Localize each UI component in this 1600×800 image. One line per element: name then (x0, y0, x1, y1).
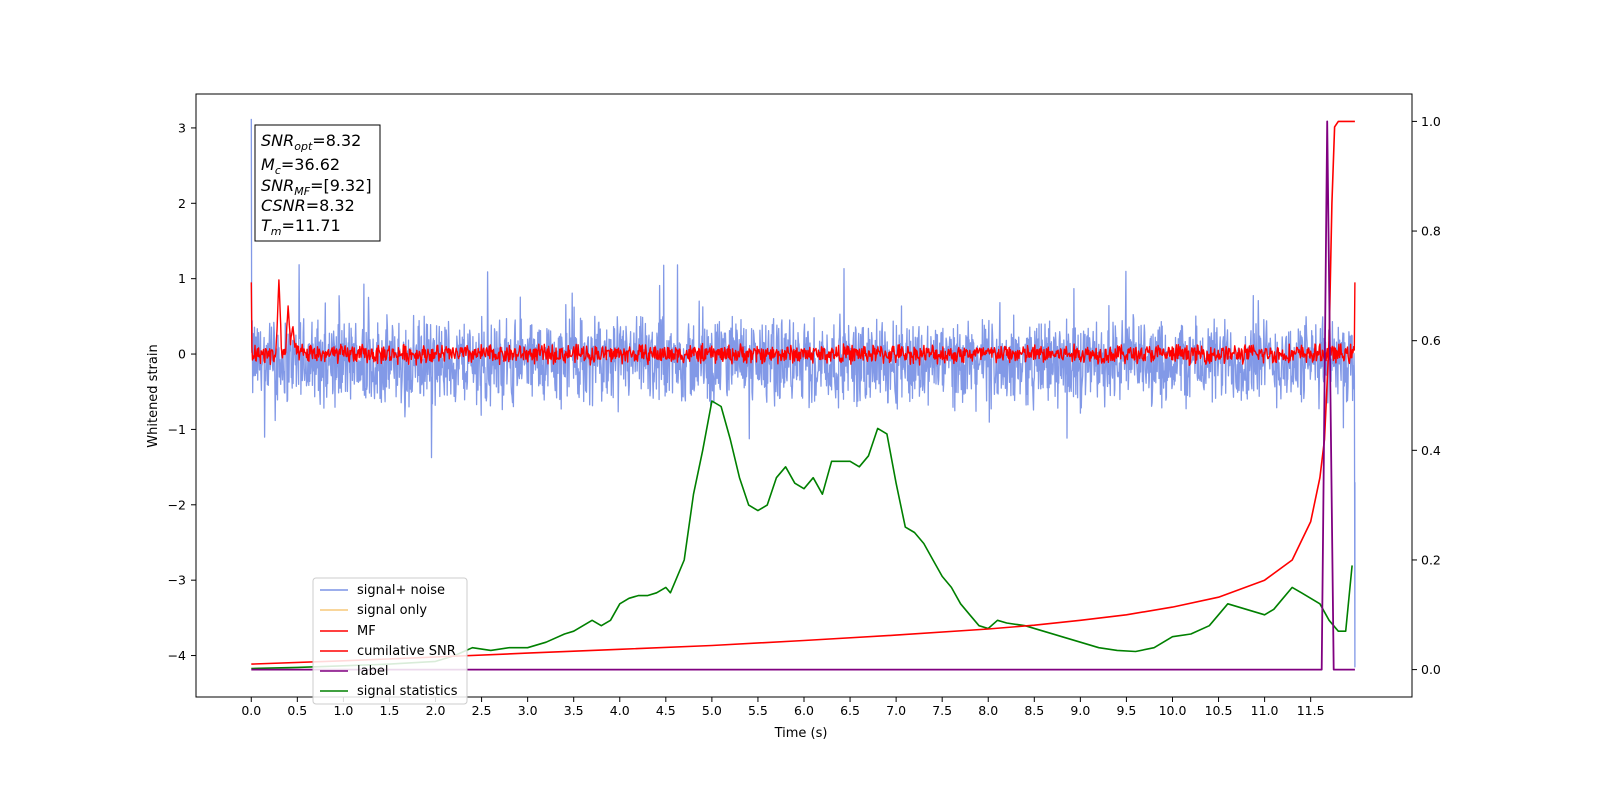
y-tick-label: −1 (168, 422, 186, 437)
series-line (250, 279, 1356, 366)
y-tick-label: 1 (178, 271, 186, 286)
legend-label: signal+ noise (357, 583, 445, 598)
x-tick-label: 7.5 (932, 703, 952, 718)
legend-label: signal statistics (357, 684, 458, 699)
x-tick-label: 2.0 (426, 703, 446, 718)
series-line (251, 120, 1355, 671)
y2-tick-label: 0.2 (1421, 552, 1441, 567)
legend-entry: label (320, 664, 388, 679)
y2-tick-label: 0.8 (1421, 224, 1441, 239)
x-tick-label: 3.0 (518, 703, 538, 718)
x-tick-label: 10.0 (1159, 703, 1187, 718)
annotation-line: SNRopt=8.32 (261, 131, 361, 153)
y-axis-left: 3 2 1 0 −1 −2 −3 −4 (168, 120, 196, 663)
x-tick-label: 6.0 (794, 703, 814, 718)
y-tick-label: −3 (168, 573, 186, 588)
legend-entry: MF (320, 624, 376, 639)
legend: signal+ noise signal only MF cumilative … (312, 577, 468, 705)
x-tick-label: 10.5 (1205, 703, 1233, 718)
y-axis-label: Whitened strain (146, 344, 161, 447)
y2-tick-label: 0.0 (1421, 662, 1441, 677)
annotation-line: CSNR=8.32 (261, 196, 355, 215)
x-tick-label: 4.5 (656, 703, 676, 718)
x-tick-label: 6.5 (840, 703, 860, 718)
annotation-line: Mc=36.62 (261, 155, 340, 177)
x-axis-label: Time (s) (774, 726, 828, 741)
y-tick-label: 3 (178, 120, 186, 135)
y2-tick-label: 0.6 (1421, 333, 1441, 348)
y-axis-right: 1.0 0.8 0.6 0.4 0.2 0.0 (1412, 114, 1441, 677)
x-tick-label: 2.5 (472, 703, 492, 718)
x-tick-label: 11.0 (1251, 703, 1279, 718)
y-tick-label: 2 (178, 196, 186, 211)
annotation-line: Tm=11.71 (261, 216, 341, 238)
legend-label: label (357, 664, 388, 679)
x-axis: 0.0 0.5 1.0 1.5 2.0 2.5 3.0 3.5 4.0 4.5 5.0 5.5 6.0 6… (241, 697, 1325, 718)
y-tick-label: −4 (168, 648, 186, 663)
y-tick-label: −2 (168, 497, 186, 512)
x-tick-label: 8.0 (978, 703, 998, 718)
x-tick-label: 1.0 (333, 703, 353, 718)
legend-entry: cumilative SNR (320, 644, 456, 659)
x-tick-label: 4.0 (610, 703, 630, 718)
y2-tick-label: 1.0 (1421, 114, 1441, 129)
x-tick-label: 3.5 (564, 703, 584, 718)
y2-tick-label: 0.4 (1421, 443, 1441, 458)
legend-frame (312, 577, 468, 705)
annotation-frame (254, 124, 381, 242)
legend-label: cumilative SNR (357, 644, 456, 659)
x-tick-label: 5.0 (702, 703, 722, 718)
y-tick-label: 0 (178, 347, 186, 362)
series-layer (250, 118, 1356, 671)
legend-label: MF (357, 624, 376, 639)
annotation-line: SNRMF=[9.32] (261, 176, 372, 198)
series-line (251, 400, 1353, 670)
x-tick-label: 9.5 (1116, 703, 1136, 718)
legend-label: signal only (357, 603, 427, 618)
x-tick-label: 8.5 (1024, 703, 1044, 718)
x-tick-label: 7.0 (886, 703, 906, 718)
x-tick-label: 11.5 (1297, 703, 1325, 718)
x-tick-label: 5.5 (748, 703, 768, 718)
x-tick-label: 0.5 (287, 703, 307, 718)
x-tick-label: 0.0 (241, 703, 261, 718)
legend-entry: signal statistics (320, 684, 458, 699)
legend-entry: signal+ noise (320, 583, 445, 598)
x-tick-label: 9.0 (1070, 703, 1090, 718)
annotation-box: SNRopt=8.32 Mc=36.62 SNRMF=[9.32] CSNR=8… (254, 124, 381, 242)
x-tick-label: 1.5 (380, 703, 400, 718)
legend-entry: signal only (320, 603, 427, 618)
